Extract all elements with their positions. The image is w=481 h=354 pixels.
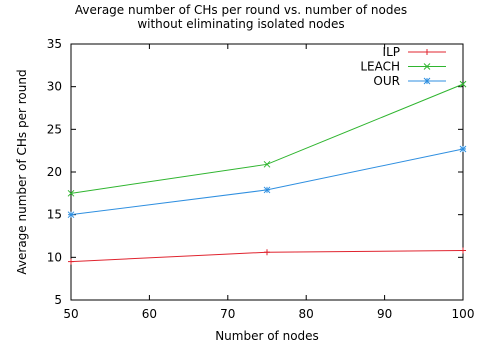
series-line [70, 83, 464, 194]
series-ilp [68, 247, 466, 265]
data-point [67, 189, 75, 197]
y-tick-label: 35 [47, 37, 62, 51]
x-tick-label: 80 [299, 307, 314, 321]
data-point [460, 247, 466, 254]
legend-item-ilp: ILP [383, 45, 446, 59]
y-tick-label: 20 [47, 165, 62, 179]
x-tick-label: 60 [142, 307, 157, 321]
legend-label: OUR [373, 74, 400, 88]
y-tick-label: 30 [47, 80, 62, 94]
chart-title-line-1: Average number of CHs per round vs. numb… [75, 3, 407, 17]
data-point [459, 145, 467, 153]
axis-ticks: 50 60 70 80 90 100 5 10 15 20 25 30 35 [47, 37, 475, 321]
y-tick-label: 15 [47, 208, 62, 222]
y-tick-label: 10 [47, 250, 62, 264]
series-leach [67, 80, 467, 197]
y-tick-label: 25 [47, 122, 62, 136]
y-axis-label: Average number of CHs per round [15, 69, 29, 274]
x-tick-label: 70 [220, 307, 235, 321]
data-point [263, 186, 271, 194]
chart-title-line-2: without eliminating isolated nodes [137, 17, 344, 31]
series-our [67, 145, 467, 219]
legend-marker [423, 63, 431, 70]
data-point [68, 258, 74, 265]
x-tick-label: 100 [452, 307, 475, 321]
legend-label: LEACH [360, 60, 400, 74]
legend-marker [424, 49, 430, 55]
legend-label: ILP [383, 45, 400, 59]
x-tick-label: 90 [377, 307, 392, 321]
plot-frame [70, 43, 464, 301]
x-tick-label: 50 [63, 307, 78, 321]
data-point [263, 160, 271, 168]
legend-marker [423, 77, 431, 85]
data-point [67, 211, 75, 219]
y-tick-label: 5 [54, 293, 62, 307]
series-layer [67, 80, 467, 265]
series-line [70, 148, 464, 216]
data-point [459, 80, 467, 88]
data-point [264, 249, 270, 256]
legend-item-our: OUR [373, 74, 446, 88]
x-axis-label: Number of nodes [215, 329, 319, 343]
legend-item-leach: LEACH [360, 60, 446, 74]
